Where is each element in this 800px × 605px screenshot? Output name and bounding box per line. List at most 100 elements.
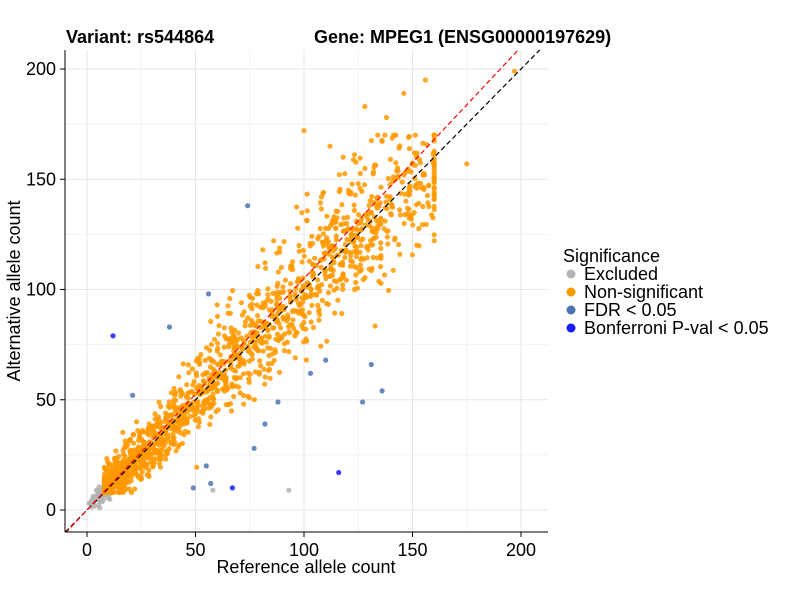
data-point-non-significant	[260, 339, 266, 345]
data-point-non-significant	[214, 348, 220, 354]
data-point-non-significant	[180, 402, 186, 408]
data-point-non-significant	[378, 221, 384, 227]
data-point-non-significant	[274, 331, 281, 337]
data-point-non-significant	[260, 348, 266, 354]
data-point-non-significant	[325, 290, 332, 296]
data-point-non-significant	[176, 374, 182, 380]
y-axis-label: Alternative allele count	[4, 200, 24, 381]
data-point-non-significant	[339, 202, 345, 208]
data-point-non-significant	[238, 300, 244, 306]
data-point-non-significant	[164, 413, 170, 419]
data-point-non-significant	[318, 264, 324, 270]
data-point-non-significant	[192, 411, 198, 417]
data-point-non-significant	[136, 433, 142, 439]
data-point-non-significant	[280, 284, 286, 290]
data-point-non-significant	[387, 156, 394, 162]
legend-key-bonferroni	[566, 323, 576, 333]
data-point-non-significant	[122, 438, 128, 444]
data-point-non-significant	[155, 439, 161, 445]
data-point-non-significant	[382, 205, 389, 211]
data-point-non-significant	[238, 356, 244, 362]
data-point-non-significant	[275, 304, 281, 310]
chart-title-variant: Variant: rs544864	[66, 27, 214, 47]
data-point-non-significant	[156, 420, 162, 426]
data-point-non-significant	[366, 202, 372, 209]
data-point-fdr-0-05	[323, 357, 329, 363]
data-point-non-significant	[108, 478, 114, 484]
data-point-fdr-0-05	[251, 445, 257, 451]
data-point-bonferroni-p-val-0-05	[110, 333, 116, 339]
x-tick-label: 100	[289, 540, 319, 560]
data-point-non-significant	[132, 465, 138, 472]
data-point-non-significant	[382, 132, 388, 138]
axes	[64, 50, 548, 533]
data-point-non-significant	[199, 403, 206, 409]
data-point-non-significant	[234, 343, 240, 349]
data-point-non-significant	[227, 310, 233, 316]
data-point-non-significant	[342, 254, 348, 260]
data-point-non-significant	[324, 213, 330, 219]
data-point-non-significant	[101, 479, 107, 485]
data-point-non-significant	[431, 138, 437, 144]
y-tick-label: 200	[26, 59, 56, 79]
data-point-non-significant	[281, 348, 287, 354]
data-point-non-significant	[245, 370, 251, 376]
data-point-non-significant	[280, 289, 287, 295]
data-point-non-significant	[301, 253, 307, 259]
data-point-non-significant	[266, 366, 273, 372]
data-point-excluded	[97, 505, 103, 511]
data-point-non-significant	[329, 254, 335, 260]
data-point-non-significant	[417, 160, 423, 166]
data-point-fdr-0-05	[208, 480, 214, 487]
data-point-non-significant	[316, 317, 322, 323]
data-point-non-significant	[168, 426, 174, 432]
data-point-non-significant	[216, 323, 222, 329]
data-point-non-significant	[309, 302, 315, 308]
identity-line	[65, 50, 541, 532]
data-point-non-significant	[409, 252, 415, 258]
data-point-non-significant	[233, 376, 239, 382]
data-point-non-significant	[316, 309, 322, 315]
data-point-non-significant	[322, 225, 329, 231]
data-point-non-significant	[410, 222, 416, 228]
data-point-excluded	[97, 488, 103, 494]
data-point-non-significant	[338, 221, 344, 228]
data-point-non-significant	[339, 310, 345, 317]
data-point-non-significant	[335, 297, 341, 303]
x-tick-label: 200	[506, 540, 536, 560]
data-point-non-significant	[196, 416, 202, 422]
data-point-non-significant	[317, 200, 324, 206]
data-point-non-significant	[315, 236, 321, 242]
data-point-non-significant	[332, 217, 338, 223]
data-point-non-significant	[388, 211, 394, 217]
data-point-non-significant	[421, 170, 427, 176]
data-point-non-significant	[378, 264, 384, 270]
data-point-non-significant	[230, 367, 236, 373]
data-point-non-significant	[171, 385, 177, 392]
data-point-non-significant	[347, 263, 354, 269]
data-point-non-significant	[257, 358, 263, 364]
data-point-non-significant	[403, 198, 409, 204]
y-tick-label: 150	[26, 169, 56, 189]
data-point-non-significant	[333, 208, 339, 214]
data-point-non-significant	[327, 283, 333, 289]
data-point-non-significant	[414, 185, 420, 191]
data-point-non-significant	[207, 421, 213, 427]
data-point-non-significant	[327, 273, 333, 279]
data-point-non-significant	[315, 277, 321, 283]
data-point-non-significant	[386, 287, 392, 293]
data-point-non-significant	[178, 393, 184, 399]
data-point-non-significant	[266, 353, 272, 359]
data-point-non-significant	[128, 449, 134, 455]
data-point-non-significant	[194, 385, 200, 391]
data-point-non-significant	[214, 302, 220, 308]
data-point-non-significant	[425, 200, 431, 206]
data-point-non-significant	[320, 231, 327, 237]
data-point-non-significant	[319, 297, 325, 303]
data-point-non-significant	[350, 157, 357, 163]
data-point-non-significant	[306, 258, 312, 264]
data-point-non-significant	[342, 171, 348, 177]
data-point-non-significant	[366, 266, 372, 272]
